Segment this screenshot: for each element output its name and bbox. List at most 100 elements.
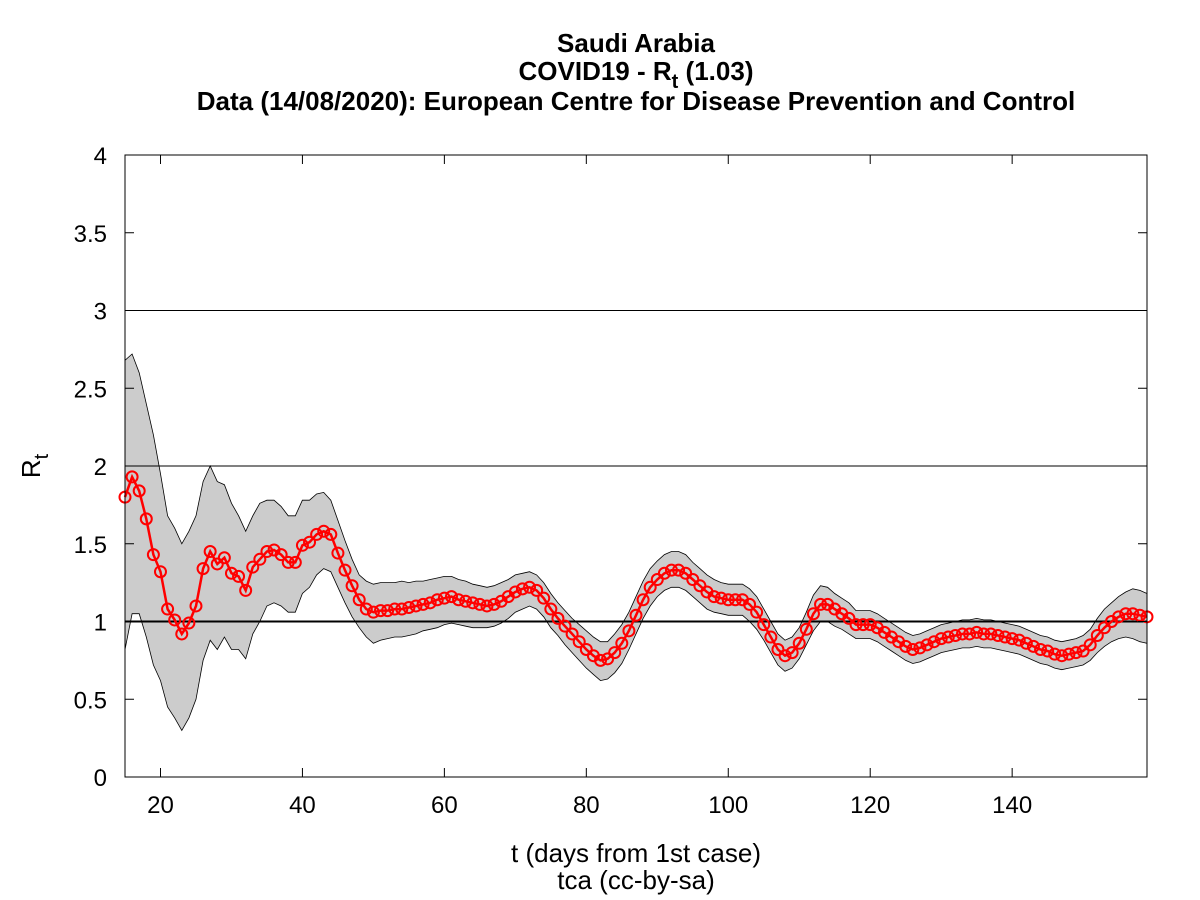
rt-marker <box>594 653 608 667</box>
rt-marker <box>743 597 757 611</box>
confidence-band <box>125 354 1147 731</box>
rt-marker <box>288 555 302 569</box>
rt-marker <box>991 628 1005 642</box>
rt-marker <box>849 618 863 632</box>
rt-marker <box>345 579 359 593</box>
credit: tca (cc-by-sa) <box>557 865 714 895</box>
rt-marker <box>459 594 473 608</box>
y-tick-label: 2 <box>94 454 107 481</box>
rt-marker <box>1126 607 1140 621</box>
rt-marker <box>1048 647 1062 661</box>
rt-marker <box>232 569 246 583</box>
rt-marker <box>303 535 317 549</box>
rt-marker <box>444 590 458 604</box>
rt-marker <box>757 618 771 632</box>
rt-marker <box>913 641 927 655</box>
rt-marker <box>1083 638 1097 652</box>
rt-marker <box>246 560 260 574</box>
rt-marker <box>317 524 331 538</box>
rt-marker <box>1062 647 1076 661</box>
rt-marker <box>196 562 210 576</box>
rt-marker <box>934 632 948 646</box>
rt-marker <box>1090 628 1104 642</box>
rt-marker <box>530 583 544 597</box>
rt-marker <box>487 597 501 611</box>
rt-marker <box>381 604 395 618</box>
rt-marker <box>629 608 643 622</box>
x-tick-label: 140 <box>992 792 1032 819</box>
rt-marker <box>551 611 565 625</box>
rt-marker <box>161 602 175 616</box>
rt-marker <box>1019 636 1033 650</box>
rt-marker <box>806 607 820 621</box>
rt-marker <box>224 566 238 580</box>
rt-marker <box>1026 639 1040 653</box>
rt-marker <box>785 646 799 660</box>
y-tick-label: 2.5 <box>74 376 107 403</box>
rt-marker <box>1112 610 1126 624</box>
rt-marker <box>814 597 828 611</box>
chart-subtitle: COVID19 - Rt (1.03) <box>519 56 754 93</box>
rt-marker <box>565 627 579 641</box>
rt-marker <box>274 548 288 562</box>
rt-marker <box>324 527 338 541</box>
rt-marker <box>310 527 324 541</box>
rt-marker <box>466 596 480 610</box>
y-tick-label: 1.5 <box>74 532 107 559</box>
y-tick-label: 0 <box>94 765 107 792</box>
rt-marker <box>437 591 451 605</box>
rt-marker <box>778 649 792 663</box>
rt-marker <box>920 638 934 652</box>
rt-marker <box>508 585 522 599</box>
rt-marker <box>537 591 551 605</box>
rt-marker <box>544 602 558 616</box>
rt-marker <box>239 583 253 597</box>
rt-marker <box>558 619 572 633</box>
rt-marker <box>643 580 657 594</box>
rt-marker <box>253 552 267 566</box>
rt-marker <box>608 646 622 660</box>
rt-marker <box>374 604 387 618</box>
rt-marker <box>168 613 182 627</box>
rt-marker <box>182 616 196 630</box>
chart-source: Data (14/08/2020): European Centre for D… <box>197 86 1075 116</box>
y-label-sub: t <box>31 453 53 459</box>
rt-line <box>123 473 1148 662</box>
rt-marker <box>1069 646 1083 660</box>
x-tick-label: 80 <box>573 792 600 819</box>
band-lower <box>124 568 1148 732</box>
rt-marker <box>1041 644 1055 658</box>
rt-marker <box>452 593 466 607</box>
rt-marker <box>750 605 764 619</box>
y-tick-label: 3.5 <box>74 221 107 248</box>
rt-marker <box>359 602 373 616</box>
y-label-main: R <box>16 459 46 478</box>
rt-marker <box>799 622 813 636</box>
rt-marker <box>636 593 650 607</box>
rt-marker <box>338 563 352 577</box>
rt-marker <box>175 627 189 641</box>
rt-marker <box>125 470 139 484</box>
rt-marker <box>714 591 728 605</box>
rt-marker <box>423 596 437 610</box>
rt-marker <box>395 602 409 616</box>
rt-marker <box>664 563 678 577</box>
rt-marker <box>1034 642 1048 656</box>
chart-title: Saudi Arabia <box>557 28 716 58</box>
rt-marker <box>430 593 444 607</box>
rt-marker <box>728 593 742 607</box>
rt-marker <box>295 538 309 552</box>
x-tick-label: 20 <box>147 792 174 819</box>
rt-marker <box>523 580 537 594</box>
rt-marker <box>416 597 430 611</box>
rt-marker <box>281 555 295 569</box>
rt-marker <box>977 627 991 641</box>
rt-marker <box>615 636 629 650</box>
rt-marker <box>153 565 167 579</box>
subtitle-sub: t <box>672 71 679 93</box>
rt-marker <box>899 639 913 653</box>
x-tick-label: 40 <box>289 792 316 819</box>
band-upper <box>124 353 1148 643</box>
rt-marker <box>352 593 366 607</box>
